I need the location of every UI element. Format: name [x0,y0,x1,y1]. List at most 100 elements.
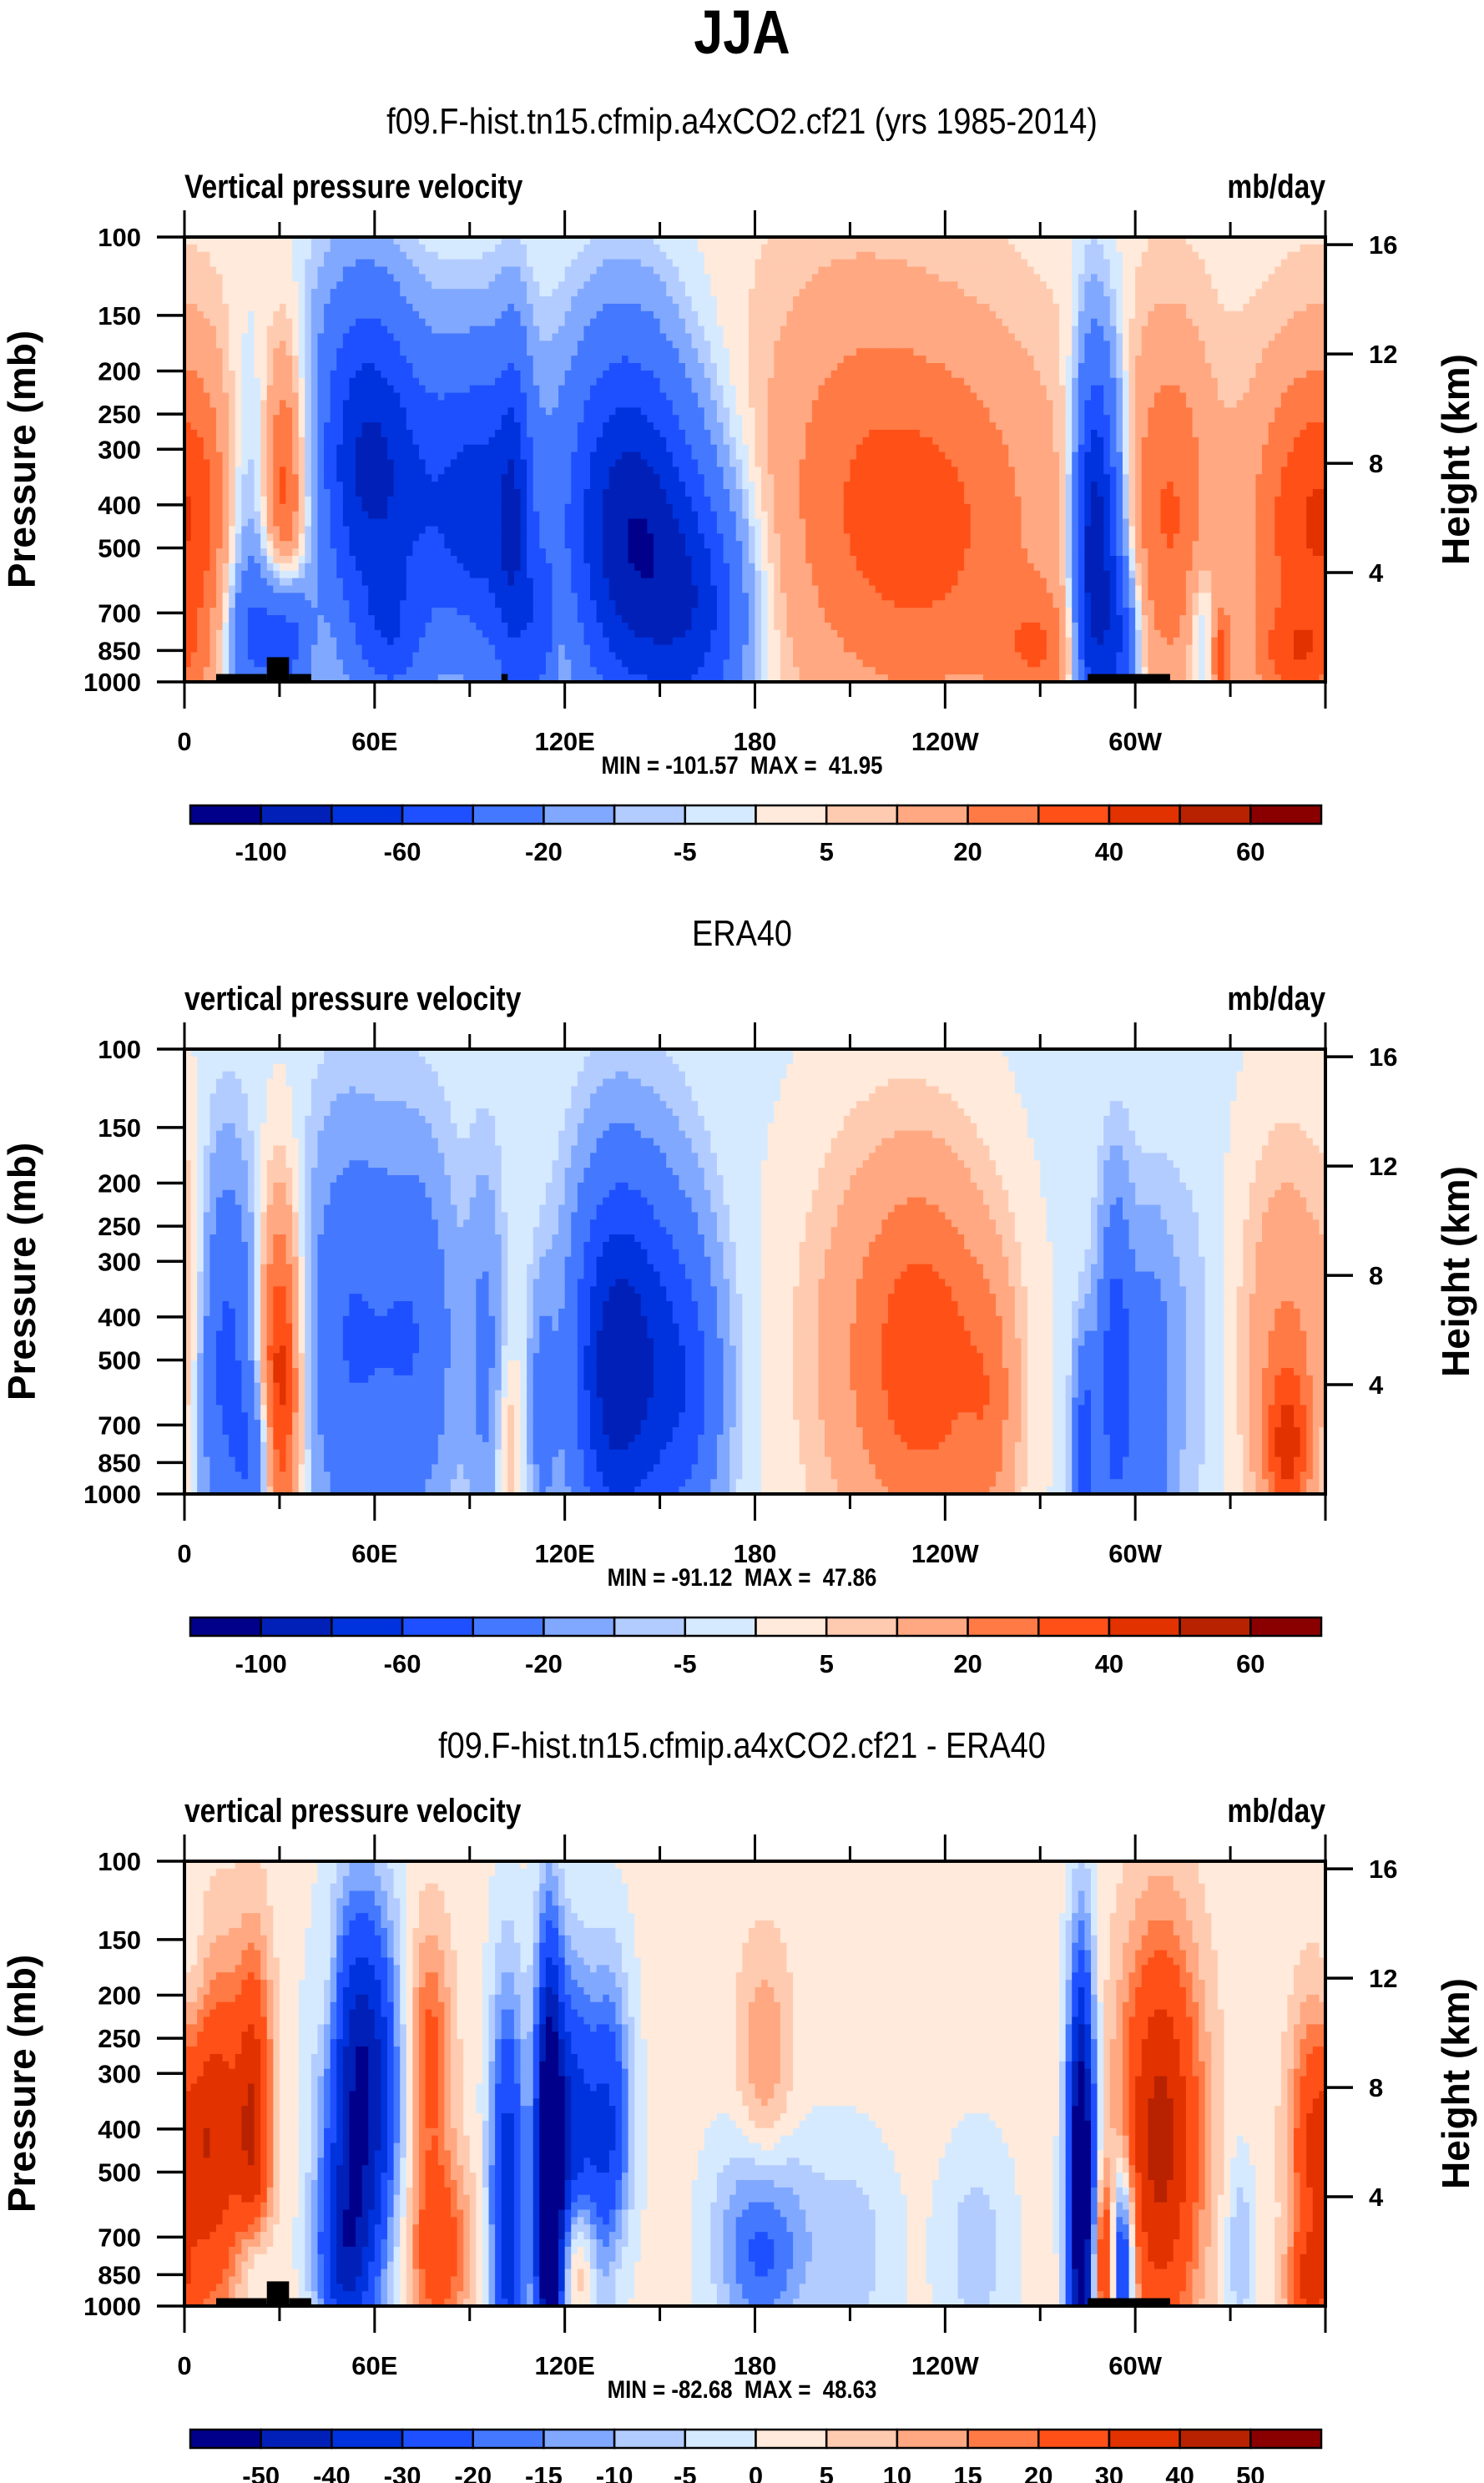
field-cell [1217,281,1225,290]
field-cell [710,363,718,371]
field-cell [571,429,578,438]
field-cell [698,281,705,290]
field-cell [622,348,629,356]
field-cell [310,296,319,305]
field-cell [596,400,603,408]
field-cell [1236,237,1244,245]
field-cell [970,244,977,253]
field-cell [774,341,781,349]
field-cell [292,326,300,335]
field-cell [1091,400,1098,408]
field-cell [1294,281,1301,290]
field-cell [400,392,407,401]
field-cell [774,392,781,401]
field-cell [356,407,363,416]
field-cell [932,400,940,408]
field-cell [698,377,705,386]
field-cell [539,341,547,349]
field-cell [1294,326,1301,335]
field-cell [755,237,762,245]
field-cell [887,244,896,253]
field-cell [1153,341,1162,349]
field-cell [1179,326,1187,335]
field-cell [495,281,502,290]
field-cell [742,259,750,268]
field-cell [869,377,876,386]
field-cell [215,251,224,260]
field-cell [1275,289,1282,297]
field-cell [729,289,737,297]
field-cell [1167,266,1174,275]
field-cell [1211,266,1219,275]
field-cell [748,266,756,275]
field-cell [672,422,679,431]
field-cell [1275,356,1282,364]
field-cell [1192,385,1199,394]
field-cell [336,429,344,438]
field-cell [869,392,876,401]
field-cell [488,370,496,379]
field-cell [488,244,496,253]
field-cell [755,422,762,431]
field-cell [634,251,642,260]
field-cell [463,303,471,312]
field-cell [209,237,217,245]
field-cell [450,333,458,341]
field-cell [279,429,287,438]
field-cell [209,400,217,408]
field-cell [393,356,401,364]
field-cell [1217,341,1225,349]
field-cell [945,348,952,356]
field-cell [825,370,832,379]
field-cell [482,251,490,260]
field-cell [387,363,395,371]
field-cell [406,407,413,416]
field-cell [437,296,445,305]
field-cell [913,244,921,253]
field-cell [1173,392,1180,401]
field-cell [552,370,559,379]
field-cell [659,310,667,320]
field-cell [1128,318,1136,327]
field-cell [533,385,540,394]
field-cell [527,266,534,275]
field-cell [215,356,224,364]
field-cell [1300,326,1307,335]
field-cell [989,296,997,305]
field-cell [837,296,845,305]
field-cell [279,296,287,305]
field-cell [336,303,344,312]
field-cell [811,326,820,335]
field-cell [1059,296,1067,305]
field-cell [1300,244,1307,253]
field-cell [767,392,775,401]
field-cell [1167,370,1174,379]
field-cell [1319,310,1326,320]
field-cell [1103,363,1111,371]
field-cell [1185,251,1194,260]
field-cell [1287,303,1295,312]
field-cell [710,341,718,349]
field-cell [545,370,553,379]
field-cell [805,385,813,394]
field-cell [476,296,483,305]
field-cell [266,310,274,320]
field-cell [698,400,705,408]
field-cell [356,281,363,290]
field-cell [260,348,268,356]
field-cell [305,251,312,260]
field-cell [1230,400,1238,408]
field-cell [856,377,864,386]
field-cell [482,437,490,446]
field-cell [1141,363,1148,371]
field-cell [1192,377,1199,386]
field-cell [748,281,756,290]
field-cell [229,303,236,312]
field-cell [374,281,382,290]
field-cell [977,415,984,423]
field-cell [1185,310,1194,320]
field-cell [1173,415,1180,423]
field-cell [1262,333,1269,341]
field-cell [260,333,268,341]
field-cell [545,341,553,349]
